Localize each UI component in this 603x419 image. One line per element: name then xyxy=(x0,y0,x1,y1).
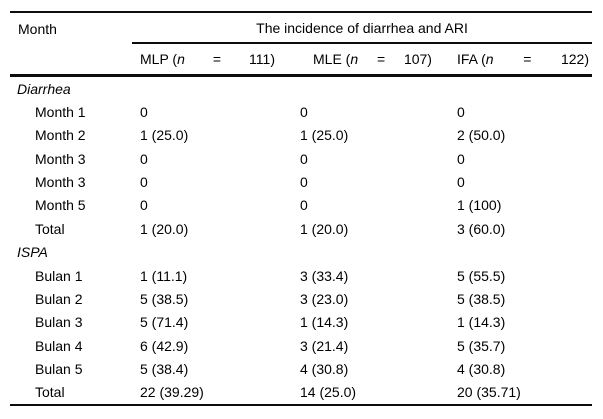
column-header-mle: MLE (n = 107) xyxy=(292,51,449,67)
n-symbol: n xyxy=(350,51,359,67)
cell-mlp: 5 (38.5) xyxy=(140,290,189,307)
row-label: Bulan 3 xyxy=(35,314,83,331)
column-prefix: MLE ( xyxy=(313,51,351,67)
n-symbol: n xyxy=(485,51,494,67)
cell-mlp: 5 (71.4) xyxy=(140,314,189,331)
table-row: Bulan 3 5 (71.4) 1 (14.3) 1 (14.3) xyxy=(10,311,592,334)
cell-ifa: 4 (30.8) xyxy=(457,360,506,377)
cell-mlp: 22 (39.29) xyxy=(140,384,204,401)
section-title: Diarrhea xyxy=(17,80,71,97)
section-row-ispa: ISPA xyxy=(10,241,592,264)
cell-ifa: 5 (35.7) xyxy=(457,337,506,354)
row-label: Month 3 xyxy=(35,150,86,167)
column-name-mle: MLE (n xyxy=(313,51,358,67)
column-name-ifa: IFA (n xyxy=(457,51,494,67)
cell-ifa: 2 (50.0) xyxy=(457,127,506,144)
cell-mle: 1 (14.3) xyxy=(300,314,349,331)
table-row: Month 3 0 0 0 xyxy=(10,170,592,193)
cell-ifa: 0 xyxy=(457,174,465,191)
cell-mle: 3 (21.4) xyxy=(300,337,349,354)
column-header-mlp: MLP (n = 111) xyxy=(132,51,292,67)
column-n-value: 107) xyxy=(403,51,432,67)
cell-mle: 3 (33.4) xyxy=(300,267,349,284)
table-row: Bulan 4 6 (42.9) 3 (21.4) 5 (35.7) xyxy=(10,334,592,357)
cell-mle: 1 (20.0) xyxy=(300,220,349,237)
table-bottom-border xyxy=(10,404,592,407)
span-header: The incidence of diarrhea and ARI xyxy=(132,13,592,44)
table-row: Month 5 0 0 1 (100) xyxy=(10,194,592,217)
table-top-border xyxy=(10,11,592,13)
section-title: ISPA xyxy=(17,244,48,261)
table-row: Month 2 1 (25.0) 1 (25.0) 2 (50.0) xyxy=(10,124,592,147)
table-row-total: Total 1 (20.0) 1 (20.0) 3 (60.0) xyxy=(10,217,592,240)
cell-mlp: 1 (11.1) xyxy=(140,267,188,284)
table-row: Month 1 0 0 0 xyxy=(10,100,592,123)
column-header-ifa: IFA (n = 122) xyxy=(449,51,592,67)
cell-ifa: 0 xyxy=(457,104,465,121)
row-label: Bulan 1 xyxy=(35,267,83,284)
row-label: Total xyxy=(35,220,65,237)
cell-mlp: 5 (38.4) xyxy=(140,360,189,377)
column-n-value: 111) xyxy=(249,51,275,67)
cell-mle: 0 xyxy=(300,197,308,214)
section-row-diarrhea: Diarrhea xyxy=(10,77,592,100)
row-label: Month 2 xyxy=(35,127,86,144)
table-row-total: Total 22 (39.29) 14 (25.0) 20 (35.71) xyxy=(10,381,592,404)
cell-mlp: 0 xyxy=(140,174,148,191)
column-n-value: 122) xyxy=(560,51,589,67)
column-name-mlp: MLP (n xyxy=(140,51,185,67)
header-row-groups: MLP (n = 111) MLE (n = 107) IFA (n = 122… xyxy=(10,44,592,74)
row-label: Bulan 5 xyxy=(35,360,83,377)
equals-sign: = xyxy=(212,51,222,67)
table-row: Bulan 5 5 (38.4) 4 (30.8) 4 (30.8) xyxy=(10,357,592,380)
table-row: Bulan 1 1 (11.1) 3 (33.4) 5 (55.5) xyxy=(10,264,592,287)
cell-ifa: 1 (14.3) xyxy=(457,314,506,331)
cell-mle: 0 xyxy=(300,150,308,167)
table-row: Month 3 0 0 0 xyxy=(10,147,592,170)
month-column-header: Month xyxy=(18,20,57,37)
cell-mle: 4 (30.8) xyxy=(300,360,349,377)
cell-mlp: 0 xyxy=(140,104,148,121)
cell-ifa: 5 (38.5) xyxy=(457,290,506,307)
n-symbol: n xyxy=(177,51,185,67)
cell-mlp: 0 xyxy=(140,150,148,167)
header-row-top: Month The incidence of diarrhea and ARI xyxy=(10,13,592,44)
table-body: Diarrhea Month 1 0 0 0 Month 2 1 (25.0) … xyxy=(10,77,592,404)
equals-sign: = xyxy=(376,51,386,67)
cell-mlp: 0 xyxy=(140,197,148,214)
header-separator xyxy=(10,74,592,77)
cell-mle: 1 (25.0) xyxy=(300,127,349,144)
cell-mle: 0 xyxy=(300,174,308,191)
row-label: Bulan 4 xyxy=(35,337,83,354)
cell-mlp: 1 (20.0) xyxy=(140,220,189,237)
row-label: Month 3 xyxy=(35,174,86,191)
table-row: Bulan 2 5 (38.5) 3 (23.0) 5 (38.5) xyxy=(10,287,592,310)
column-prefix: IFA ( xyxy=(457,51,486,67)
cell-ifa: 20 (35.71) xyxy=(457,384,521,401)
cell-ifa: 0 xyxy=(457,150,465,167)
cell-ifa: 3 (60.0) xyxy=(457,220,506,237)
cell-mlp: 1 (25.0) xyxy=(140,127,189,144)
cell-ifa: 1 (100) xyxy=(457,197,502,214)
cell-mle: 0 xyxy=(300,104,308,121)
cell-mlp: 6 (42.9) xyxy=(140,337,189,354)
row-label: Total xyxy=(35,384,65,401)
equals-sign: = xyxy=(523,51,532,67)
row-label: Month 5 xyxy=(35,197,86,214)
row-label: Month 1 xyxy=(35,104,86,121)
cell-ifa: 5 (55.5) xyxy=(457,267,506,284)
incidence-table: Month The incidence of diarrhea and ARI … xyxy=(10,11,592,407)
cell-mle: 3 (23.0) xyxy=(300,290,349,307)
row-label: Bulan 2 xyxy=(35,290,83,307)
cell-mle: 14 (25.0) xyxy=(300,384,357,401)
column-prefix: MLP ( xyxy=(140,51,178,67)
